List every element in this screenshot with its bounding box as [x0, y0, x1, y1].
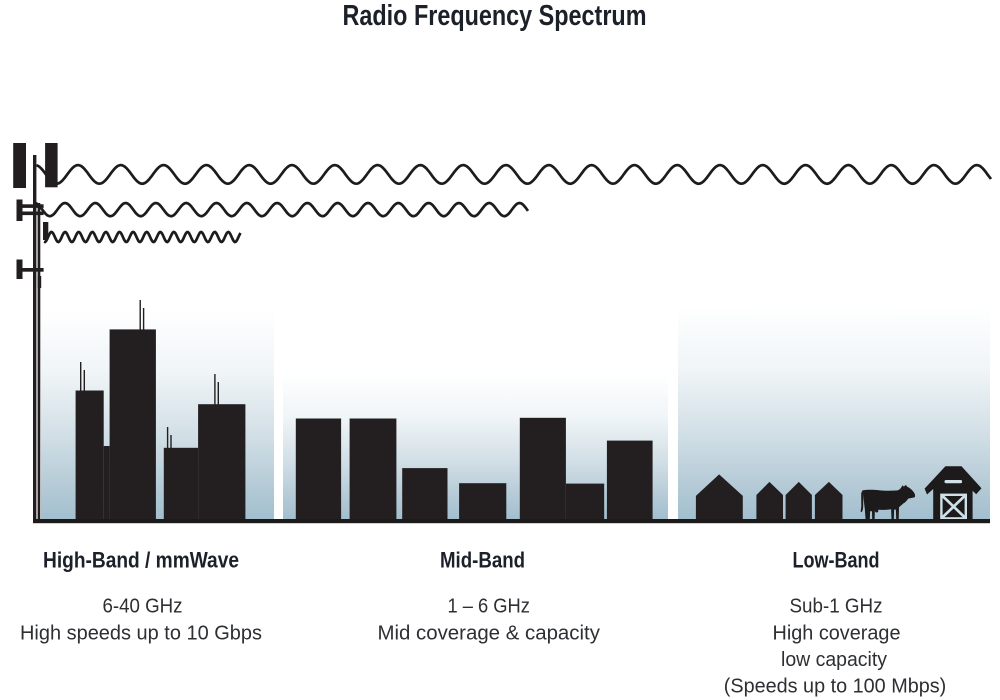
svg-text:High speeds up to 10 Gbps: High speeds up to 10 Gbps: [20, 622, 262, 645]
svg-text:High coverage: High coverage: [773, 622, 901, 645]
svg-text:6-40 GHz: 6-40 GHz: [103, 595, 183, 618]
svg-text:High-Band / mmWave: High-Band / mmWave: [43, 548, 239, 573]
svg-text:Sub-1 GHz: Sub-1 GHz: [790, 595, 883, 618]
svg-text:Low-Band: Low-Band: [793, 548, 880, 573]
svg-text:1 – 6 GHz: 1 – 6 GHz: [447, 595, 530, 618]
svg-text:Radio Frequency Spectrum: Radio Frequency Spectrum: [343, 0, 647, 32]
svg-text:Mid coverage & capacity: Mid coverage & capacity: [377, 622, 600, 645]
svg-text:Mid-Band: Mid-Band: [440, 548, 525, 573]
svg-text:low capacity: low capacity: [781, 648, 888, 671]
svg-text:(Speeds up to 100 Mbps): (Speeds up to 100 Mbps): [724, 675, 947, 698]
